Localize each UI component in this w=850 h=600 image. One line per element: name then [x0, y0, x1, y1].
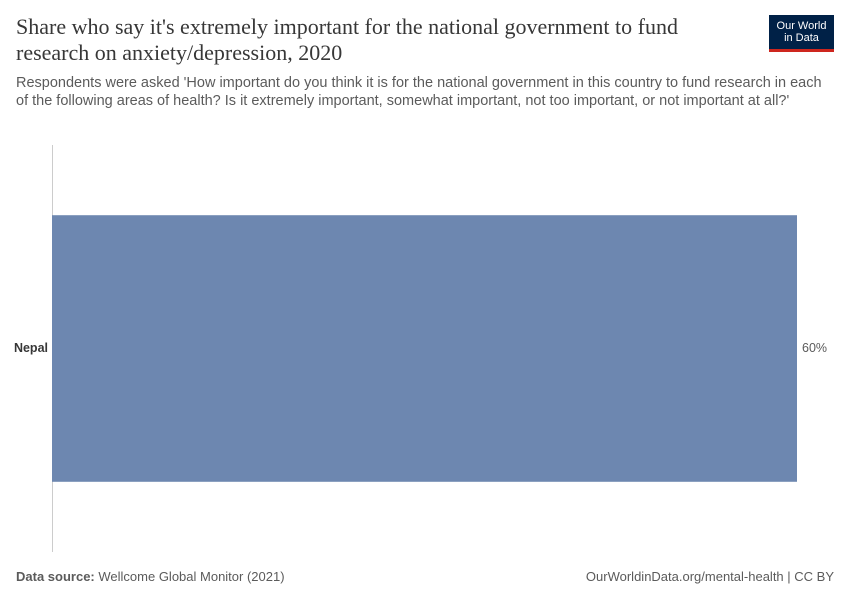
- bar: [52, 215, 797, 482]
- source-text: Wellcome Global Monitor (2021): [98, 569, 285, 584]
- credit[interactable]: OurWorldinData.org/mental-health | CC BY: [585, 569, 834, 584]
- logo[interactable]: Our World in Data: [769, 15, 834, 52]
- source-label: Data source:: [16, 569, 95, 584]
- source: Data source: Wellcome Global Monitor (20…: [16, 569, 285, 584]
- chart-title: Share who say it's extremely important f…: [16, 14, 678, 65]
- value-label: 60%: [802, 341, 827, 355]
- category-label: Nepal: [14, 341, 48, 355]
- logo-line: Our World: [776, 20, 827, 32]
- logo-line: in Data: [784, 32, 819, 44]
- chart-subtitle: Respondents were asked 'How important do…: [16, 75, 822, 109]
